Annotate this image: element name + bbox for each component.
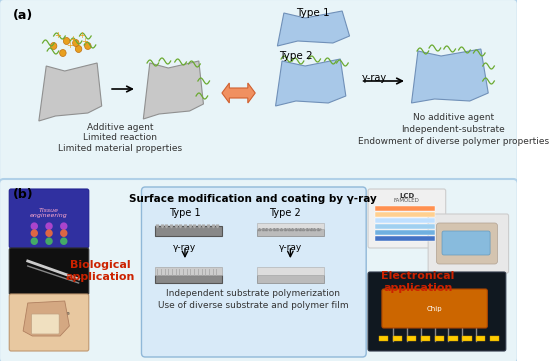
Polygon shape bbox=[39, 63, 102, 121]
Text: No additive agent
Independent-substrate
Endowment of diverse polymer properties: No additive agent Independent-substrate … bbox=[358, 113, 549, 145]
Text: Type 1: Type 1 bbox=[296, 8, 330, 18]
FancyBboxPatch shape bbox=[31, 314, 59, 334]
FancyBboxPatch shape bbox=[379, 336, 389, 341]
FancyBboxPatch shape bbox=[257, 267, 324, 275]
FancyBboxPatch shape bbox=[257, 275, 324, 283]
FancyBboxPatch shape bbox=[375, 206, 434, 211]
Text: ●  ●  ●: ● ● ● bbox=[30, 228, 68, 238]
Text: +: + bbox=[54, 31, 61, 40]
Text: +: + bbox=[66, 42, 73, 51]
Text: Type 2: Type 2 bbox=[280, 51, 313, 61]
Circle shape bbox=[63, 38, 70, 44]
FancyBboxPatch shape bbox=[448, 336, 458, 341]
FancyBboxPatch shape bbox=[382, 289, 487, 328]
FancyBboxPatch shape bbox=[393, 336, 402, 341]
Circle shape bbox=[60, 49, 66, 57]
FancyBboxPatch shape bbox=[375, 236, 434, 241]
FancyBboxPatch shape bbox=[368, 272, 506, 351]
FancyBboxPatch shape bbox=[0, 0, 518, 184]
Polygon shape bbox=[222, 83, 255, 103]
Text: Biosensor type: Biosensor type bbox=[29, 310, 69, 316]
Text: +: + bbox=[69, 35, 75, 43]
Polygon shape bbox=[277, 11, 349, 46]
FancyBboxPatch shape bbox=[437, 223, 498, 264]
Polygon shape bbox=[276, 59, 346, 106]
Polygon shape bbox=[411, 49, 488, 103]
FancyBboxPatch shape bbox=[442, 231, 490, 255]
Polygon shape bbox=[143, 61, 203, 119]
Text: Type 1: Type 1 bbox=[169, 208, 201, 218]
FancyBboxPatch shape bbox=[375, 212, 434, 217]
Circle shape bbox=[75, 45, 82, 52]
Text: Additive agent
Limited reaction
Limited material properties: Additive agent Limited reaction Limited … bbox=[58, 123, 182, 153]
Text: γ-ray: γ-ray bbox=[279, 243, 302, 252]
FancyBboxPatch shape bbox=[368, 189, 446, 248]
Text: (b): (b) bbox=[13, 188, 34, 201]
Text: Surface modification and coating by γ-ray: Surface modification and coating by γ-ra… bbox=[130, 194, 377, 204]
FancyBboxPatch shape bbox=[257, 223, 324, 229]
Text: Biological
application: Biological application bbox=[65, 260, 135, 282]
Text: FAMOLED: FAMOLED bbox=[394, 198, 420, 203]
Text: Independent substrate polymerization
Use of diverse substrate and polymer film: Independent substrate polymerization Use… bbox=[158, 289, 349, 310]
Circle shape bbox=[50, 43, 57, 49]
FancyBboxPatch shape bbox=[257, 229, 324, 236]
FancyBboxPatch shape bbox=[375, 230, 434, 235]
FancyBboxPatch shape bbox=[155, 275, 222, 283]
Text: γ-ray: γ-ray bbox=[362, 73, 387, 83]
FancyBboxPatch shape bbox=[407, 336, 416, 341]
FancyBboxPatch shape bbox=[421, 336, 430, 341]
Text: Electronical
application: Electronical application bbox=[381, 271, 454, 293]
Circle shape bbox=[73, 39, 79, 47]
FancyBboxPatch shape bbox=[141, 187, 366, 357]
FancyBboxPatch shape bbox=[490, 336, 499, 341]
FancyBboxPatch shape bbox=[155, 267, 222, 275]
Circle shape bbox=[84, 43, 91, 49]
Text: ●  ●  ●: ● ● ● bbox=[30, 221, 68, 231]
Text: Tissue
engineering: Tissue engineering bbox=[30, 208, 68, 218]
Text: LCD: LCD bbox=[399, 193, 414, 199]
Text: +: + bbox=[78, 31, 85, 40]
FancyBboxPatch shape bbox=[10, 189, 89, 248]
FancyBboxPatch shape bbox=[375, 218, 434, 223]
FancyBboxPatch shape bbox=[10, 294, 89, 351]
FancyBboxPatch shape bbox=[428, 214, 509, 273]
FancyBboxPatch shape bbox=[462, 336, 472, 341]
Text: ●  ●  ●: ● ● ● bbox=[30, 236, 68, 246]
FancyBboxPatch shape bbox=[0, 179, 518, 361]
FancyBboxPatch shape bbox=[476, 336, 485, 341]
Text: Flexible
display: Flexible display bbox=[454, 236, 481, 249]
FancyBboxPatch shape bbox=[375, 224, 434, 229]
Text: Chip: Chip bbox=[427, 306, 442, 312]
Text: (a): (a) bbox=[13, 9, 33, 22]
FancyBboxPatch shape bbox=[155, 226, 222, 236]
FancyBboxPatch shape bbox=[434, 336, 444, 341]
Text: +: + bbox=[82, 36, 88, 45]
Text: γ-ray: γ-ray bbox=[173, 243, 197, 252]
Text: Type 2: Type 2 bbox=[269, 208, 301, 218]
FancyBboxPatch shape bbox=[10, 248, 89, 295]
Polygon shape bbox=[23, 301, 69, 336]
